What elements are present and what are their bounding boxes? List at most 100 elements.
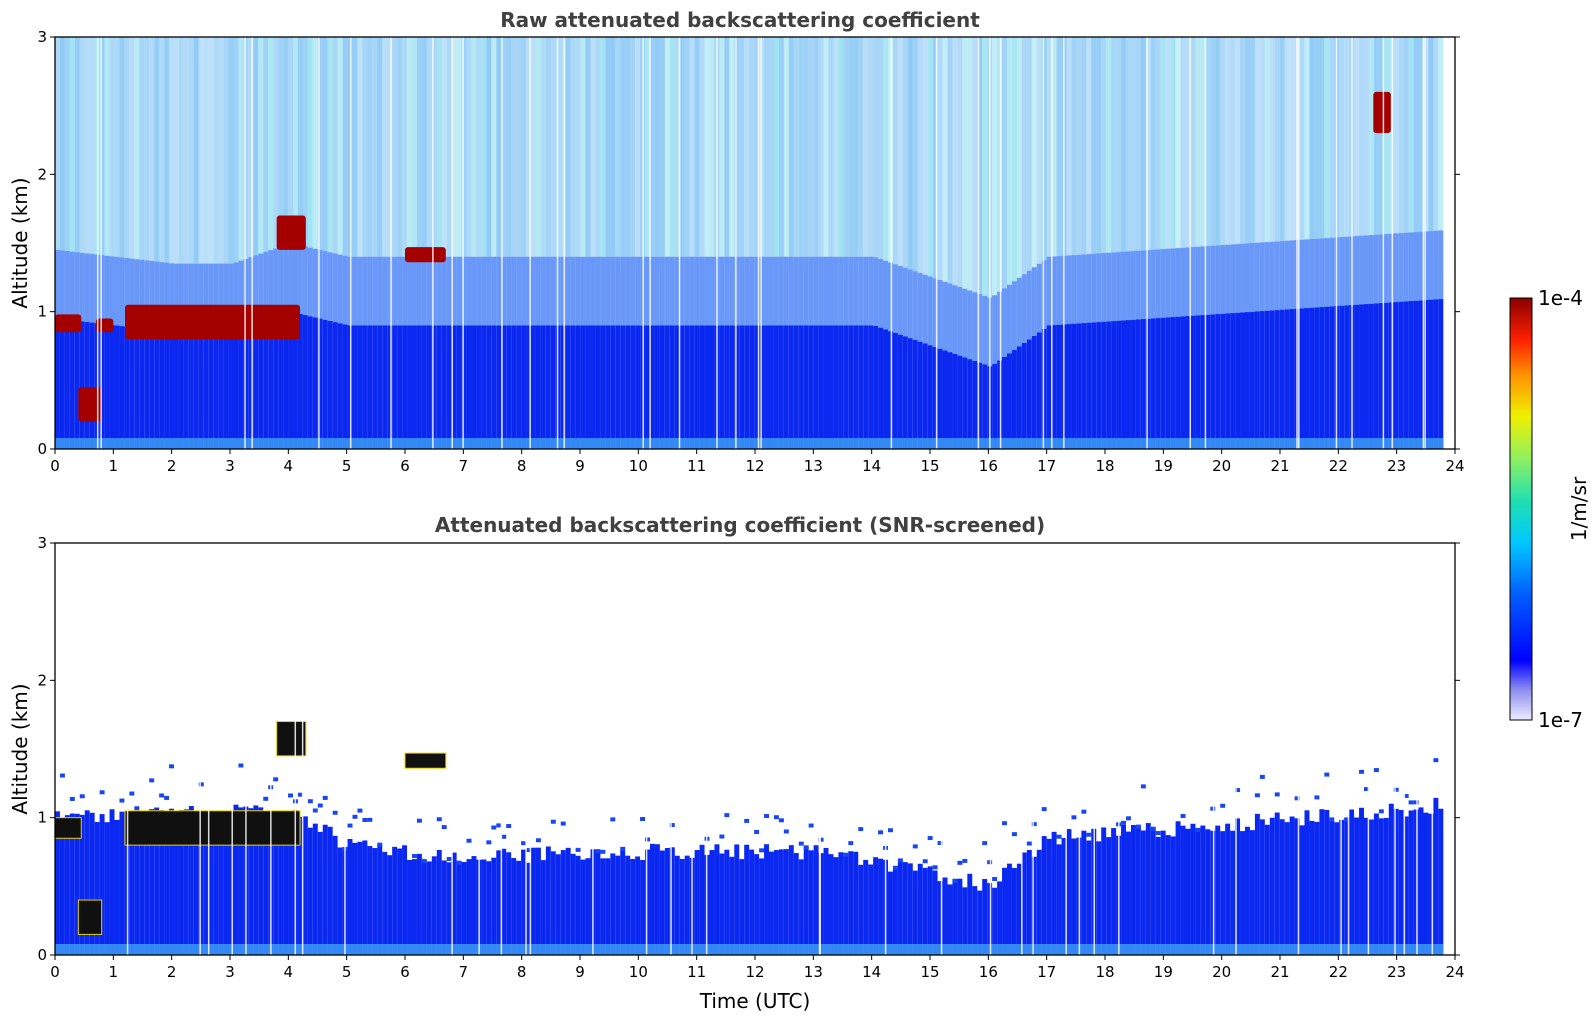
aerosol-column	[1150, 829, 1156, 955]
aerosol-column	[69, 813, 75, 955]
aerosol-column	[1106, 321, 1112, 449]
data-gap	[1403, 543, 1406, 955]
noise-column	[407, 37, 412, 257]
noise-column	[486, 37, 492, 257]
transition-column	[382, 256, 388, 326]
speckle	[1274, 792, 1280, 797]
aerosol-column	[654, 844, 660, 955]
x-tick-label: 8	[517, 963, 527, 981]
aerosol-column	[1319, 307, 1325, 449]
transition-column	[1269, 241, 1275, 311]
noise-column	[1086, 37, 1092, 255]
aerosol-column	[863, 859, 869, 955]
noise-column	[1190, 37, 1196, 248]
data-gap	[1424, 37, 1426, 449]
transition-column	[699, 256, 705, 326]
aerosol-column	[764, 844, 769, 955]
transition-column	[416, 256, 422, 326]
data-gap	[989, 543, 992, 955]
aerosol-column	[139, 814, 145, 955]
speckle	[575, 847, 581, 852]
noise-column	[149, 37, 155, 261]
aerosol-column	[1359, 807, 1364, 955]
speckle	[1254, 793, 1260, 798]
transition-column	[689, 256, 695, 326]
speckle	[357, 808, 363, 813]
aerosol-column	[744, 844, 750, 955]
transition-column	[223, 263, 229, 333]
x-tick-label: 11	[687, 457, 706, 475]
transition-column	[144, 260, 150, 330]
aerosol-column	[74, 813, 80, 955]
transition-column	[575, 256, 581, 326]
noise-column	[109, 37, 115, 257]
transition-column	[818, 256, 824, 326]
aerosol-column	[397, 848, 403, 955]
transition-column	[883, 260, 888, 330]
aerosol-column	[937, 348, 943, 449]
aerosol-column	[1150, 318, 1156, 449]
x-tick-label: 7	[459, 457, 469, 475]
noise-column	[1398, 37, 1404, 234]
transition-column	[1274, 241, 1280, 311]
aerosol-column	[223, 817, 229, 955]
transition-column	[858, 256, 864, 326]
transition-column	[273, 248, 279, 318]
aerosol-column	[1101, 321, 1107, 449]
noise-column	[1344, 37, 1350, 237]
aerosol-column	[198, 820, 204, 955]
aerosol-column	[322, 824, 328, 955]
aerosol-column	[1170, 836, 1176, 955]
transition-column	[719, 256, 725, 326]
transition-column	[114, 256, 120, 326]
x-tick-label: 22	[1329, 457, 1348, 475]
aerosol-column	[1245, 826, 1250, 955]
noise-column	[1259, 37, 1265, 243]
aerosol-column	[283, 817, 289, 955]
aerosol-column	[367, 325, 373, 449]
transition-column	[892, 264, 898, 333]
noise-column	[699, 37, 705, 257]
aerosol-column	[1205, 314, 1211, 449]
noise-column	[709, 37, 715, 257]
aerosol-column	[84, 322, 90, 449]
aerosol-column	[635, 856, 641, 955]
aerosol-column	[868, 325, 874, 449]
x-tick-label: 15	[920, 963, 939, 981]
x-tick-label: 4	[284, 963, 294, 981]
transition-column	[560, 256, 566, 326]
data-gap	[890, 37, 893, 449]
speckle	[164, 795, 170, 800]
speckle	[198, 782, 204, 787]
transition-column	[764, 256, 769, 326]
noise-column	[565, 37, 571, 257]
transition-column	[183, 263, 189, 333]
noise-column	[927, 37, 933, 277]
noise-column	[823, 37, 829, 257]
noise-column	[1428, 37, 1434, 232]
x-tick-label: 0	[50, 963, 60, 981]
data-gap	[294, 543, 297, 955]
aerosol-column	[630, 325, 636, 449]
noise-column	[620, 37, 626, 257]
transition-column	[357, 256, 363, 326]
aerosol-column	[1051, 325, 1057, 449]
aerosol-column	[540, 860, 546, 955]
aerosol-column	[1364, 304, 1369, 449]
aerosol-column	[853, 851, 859, 955]
y-axis-label-raw: Altitude (km)	[8, 177, 32, 308]
transition-column	[744, 256, 750, 326]
speckle	[312, 808, 318, 813]
data-gap	[1078, 543, 1081, 955]
data-gap	[935, 37, 938, 449]
aerosol-column	[243, 327, 249, 449]
speckle	[288, 793, 293, 798]
y-tick-label: 1	[37, 303, 47, 321]
transition-column	[1354, 236, 1360, 305]
noise-column	[972, 37, 978, 293]
aerosol-column	[912, 870, 918, 955]
aerosol-column	[798, 325, 804, 449]
transition-column	[486, 256, 492, 326]
noise-column	[387, 37, 393, 257]
aerosol-column	[1254, 311, 1260, 449]
